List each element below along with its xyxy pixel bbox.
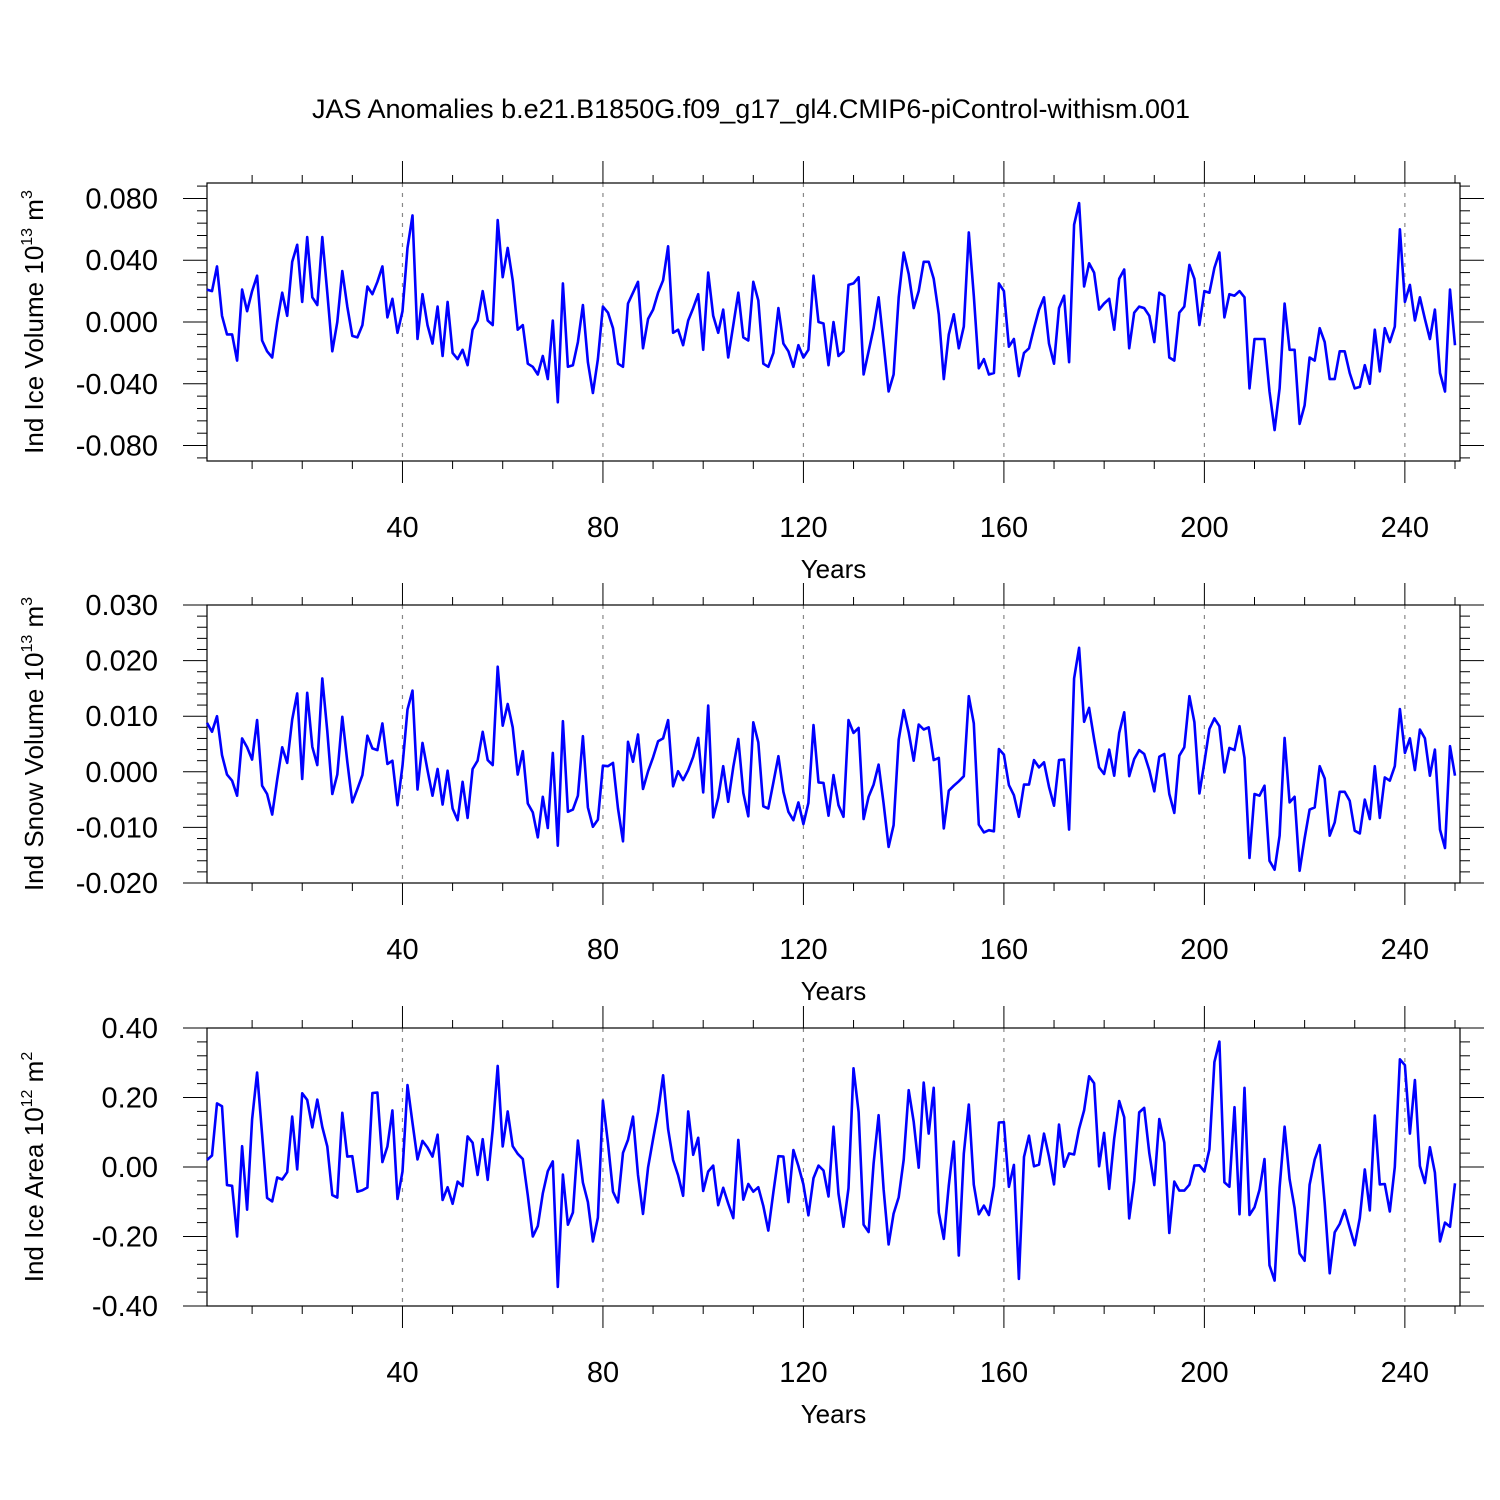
x-tick-label: 200 [1180,934,1228,966]
y-axis-label-unit-exponent: 3 [19,190,36,199]
y-axis-label-unit: m [19,606,49,635]
y-axis-label-exponent: 13 [19,635,36,653]
x-tick-label: 240 [1381,512,1429,544]
y-axis-label: Ind Snow Volume 1013 m3 [19,597,49,891]
x-tick-label: 80 [587,512,619,544]
panel-snow-volume: 40 80 120 160 200 240 -0.020 -0.010 0.000 0.010 0.… [19,583,1484,1006]
y-axis-label-unit-exponent: 2 [19,1052,36,1061]
x-tick-label: 120 [779,1357,827,1389]
y-tick-label: 0.20 [102,1083,158,1115]
series-line [206,201,1457,432]
y-axis-label: Ind Ice Volume 1013 m3 [19,190,49,454]
y-tick-label: -0.010 [76,812,158,844]
y-tick-label: 0.040 [85,245,158,277]
plot-frame [206,604,1461,884]
x-tick-label: 160 [980,934,1028,966]
y-tick-label: -0.080 [76,431,158,463]
series-line [205,646,1457,873]
x-tick-label: 40 [386,1357,418,1389]
x-tick-label: 120 [779,512,827,544]
y-axis-label-text: Ind Snow Volume 10 [19,653,49,892]
y-tick-label: -0.20 [92,1222,158,1254]
y-axis-label: Ind Ice Area 1012 m2 [19,1052,49,1283]
x-tick-label: 80 [587,934,619,966]
plot-frame [206,182,1461,462]
x-tick-label: 160 [980,512,1028,544]
y-axis-label-unit-exponent: 3 [19,597,36,606]
y-tick-label: 0.000 [85,757,158,789]
y-axis-label-text: Ind Ice Volume 10 [19,246,49,454]
y-tick-label: -0.020 [76,868,158,900]
panels: 40 80 120 160 200 240-0.080-0.0400.0000.0400.… [19,161,1484,1429]
series-line [206,1040,1457,1289]
x-tick-label: 40 [386,934,418,966]
x-tick-label: 200 [1180,512,1228,544]
y-tick-label: 0.030 [85,590,158,622]
x-axis-label: Years [801,1399,867,1429]
y-tick-label: 0.40 [102,1013,158,1045]
x-tick-label: 120 [779,934,827,966]
x-tick-label: 80 [587,1357,619,1389]
y-tick-label: 0.010 [85,701,158,733]
y-tick-label: 0.020 [85,646,158,678]
y-axis-label-unit: m [19,1061,49,1090]
x-axis-label: Years [801,554,867,584]
y-axis-label-exponent: 13 [19,228,36,246]
y-tick-label: 0.00 [102,1152,158,1184]
y-tick-label: 0.080 [85,183,158,215]
x-tick-label: 200 [1180,1357,1228,1389]
panel-ice-volume: 40 80 120 160 200 240 -0.080 -0.040 0.000 0.040 0.… [19,161,1484,584]
x-tick-label: 160 [980,1357,1028,1389]
y-tick-label: -0.40 [92,1291,158,1323]
chart-title: JAS Anomalies b.e21.B1850G.f09_g17_gl4.C… [312,94,1190,124]
y-axis-label-exponent: 12 [19,1089,36,1107]
x-tick-label: 240 [1381,1357,1429,1389]
x-axis-label: Years [801,976,867,1006]
x-tick-label: 40 [386,512,418,544]
y-axis-label-unit: m [19,199,49,228]
x-tick-label: 240 [1381,934,1429,966]
y-axis-label-text: Ind Ice Area 10 [19,1107,49,1282]
plot-frame [206,1027,1461,1307]
panel-ice-area: 40 80 120 160 200 240 -0.40 -0.20 0.00 0.20 0.40 Ye… [19,1006,1484,1429]
y-tick-label: 0.000 [85,307,158,339]
y-tick-label: -0.040 [76,369,158,401]
